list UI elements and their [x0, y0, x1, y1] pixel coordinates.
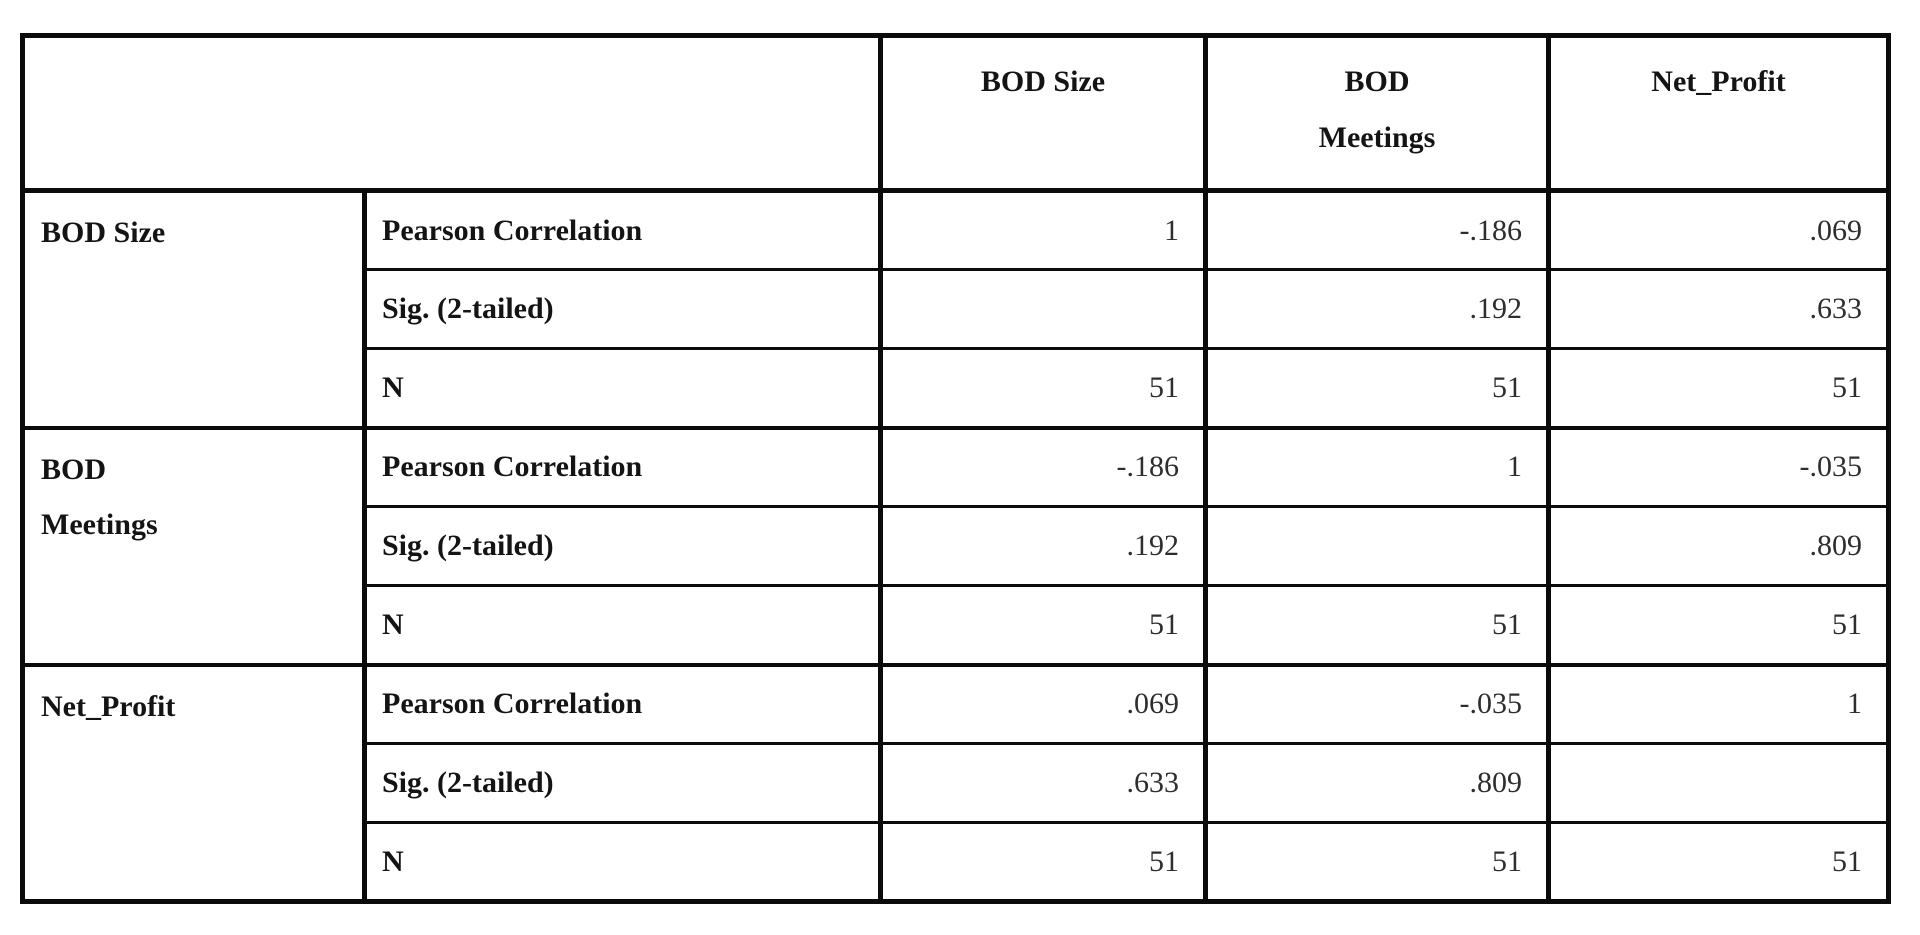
document-page: BOD Size BOD Meetings Net_Profit BOD Siz… [20, 33, 1891, 904]
cell-value: 51 [1546, 584, 1891, 666]
table-row: Sig. (2-tailed) .192 .633 [23, 268, 1891, 350]
cell-value: .192 [1203, 268, 1551, 350]
cell-value [1203, 505, 1551, 587]
cell-value: 51 [1203, 347, 1551, 429]
correlation-table: BOD Size BOD Meetings Net_Profit BOD Siz… [20, 33, 1891, 904]
stat-label: Pearson Correlation [362, 188, 883, 271]
cell-value: 51 [1546, 821, 1891, 903]
col-header-bod-size: BOD Size [878, 34, 1208, 193]
row-group-label-bod-size: BOD Size [20, 188, 367, 429]
row-group-label-net-profit: Net_Profit [20, 662, 367, 903]
cell-value: -.186 [878, 425, 1208, 508]
cell-value [1546, 742, 1891, 824]
cell-value: .069 [1546, 188, 1891, 271]
table-row: Sig. (2-tailed) .633 .809 [23, 742, 1891, 824]
stat-label: Pearson Correlation [362, 662, 883, 745]
row-group-label-bod-meetings: BOD Meetings [20, 425, 367, 666]
cell-value [878, 268, 1208, 350]
table-row: Sig. (2-tailed) .192 .809 [23, 505, 1891, 587]
stat-label: Sig. (2-tailed) [362, 268, 883, 350]
header-row: BOD Size BOD Meetings Net_Profit [20, 34, 1891, 193]
table-row: BOD Meetings Pearson Correlation -.186 1… [20, 425, 1891, 666]
stat-label: N [362, 821, 883, 903]
cell-value: 1 [1546, 662, 1891, 745]
cell-value: 1 [1203, 425, 1551, 508]
cell-value: 51 [1546, 347, 1891, 429]
cell-value: 51 [878, 584, 1208, 666]
cell-value: 1 [878, 188, 1208, 271]
stat-label: Pearson Correlation [362, 425, 883, 508]
cell-value: 51 [1203, 821, 1551, 903]
cell-value: .192 [878, 505, 1208, 587]
table-row: BOD Size Pearson Correlation 1 -.186 .06… [20, 188, 1891, 429]
stat-label: Sig. (2-tailed) [362, 742, 883, 824]
table-row: N 51 51 51 [23, 821, 1891, 903]
stat-label: Sig. (2-tailed) [362, 505, 883, 587]
corner-cell [20, 34, 883, 193]
cell-value: .633 [1546, 268, 1891, 350]
cell-value: 51 [878, 821, 1208, 903]
table-row: Net_Profit Pearson Correlation .069 -.03… [20, 662, 1891, 903]
stat-label: N [362, 347, 883, 429]
cell-value: .069 [878, 662, 1208, 745]
cell-value: -.035 [1203, 662, 1551, 745]
col-header-net-profit: Net_Profit [1546, 34, 1891, 193]
table-row: N 51 51 51 [23, 347, 1891, 429]
cell-value: 51 [1203, 584, 1551, 666]
cell-value: .633 [878, 742, 1208, 824]
cell-value: 51 [878, 347, 1208, 429]
cell-value: -.186 [1203, 188, 1551, 271]
cell-value: .809 [1546, 505, 1891, 587]
cell-value: .809 [1203, 742, 1551, 824]
stat-label: N [362, 584, 883, 666]
table-row: N 51 51 51 [23, 584, 1891, 666]
cell-value: -.035 [1546, 425, 1891, 508]
col-header-bod-meetings: BOD Meetings [1203, 34, 1551, 193]
